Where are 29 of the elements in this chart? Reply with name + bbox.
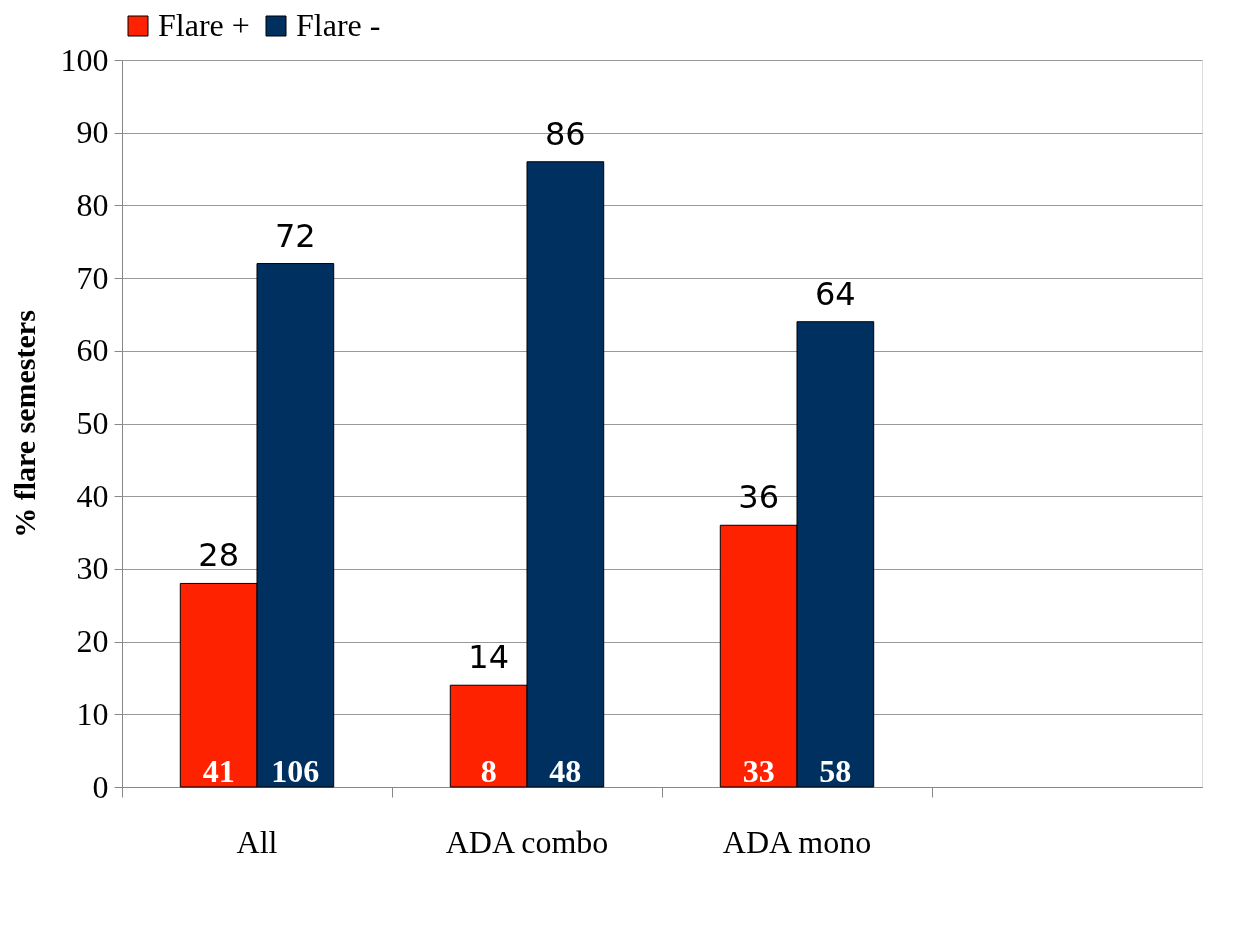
- x-tick-label: All: [236, 823, 278, 860]
- y-tick-label: 30: [76, 550, 109, 587]
- legend-label: Flare +: [158, 7, 250, 43]
- y-tick-label: 70: [76, 259, 109, 296]
- data-label: 72: [274, 216, 316, 255]
- y-tick-label: 60: [76, 332, 109, 369]
- y-tick-label: 90: [76, 114, 109, 151]
- data-label: 36: [738, 478, 780, 517]
- annotation: 58: [819, 753, 852, 789]
- annotation: 106: [271, 753, 320, 789]
- annotation: 33: [742, 753, 775, 789]
- y-tick-label: 50: [76, 405, 109, 441]
- y-axis-title: % flare semesters: [7, 310, 41, 538]
- data-label: 64: [814, 274, 856, 313]
- data-label: 14: [468, 638, 510, 677]
- y-tick-label: 20: [76, 623, 109, 660]
- y-tick-label: 10: [76, 695, 109, 732]
- legend-label: Flare -: [296, 7, 381, 43]
- annotation: 41: [202, 753, 235, 789]
- data-label: 86: [544, 114, 586, 153]
- y-tick-label: 100: [60, 41, 109, 78]
- y-tick-label: 40: [76, 477, 109, 514]
- x-tick-label: ADA mono: [722, 823, 872, 860]
- data-label: 28: [198, 536, 240, 575]
- annotation: 8: [480, 753, 497, 789]
- x-tick-label: ADA combo: [445, 823, 609, 860]
- annotation: 48: [549, 753, 582, 789]
- y-tick-label: 0: [92, 768, 109, 805]
- y-tick-label: 80: [76, 186, 109, 223]
